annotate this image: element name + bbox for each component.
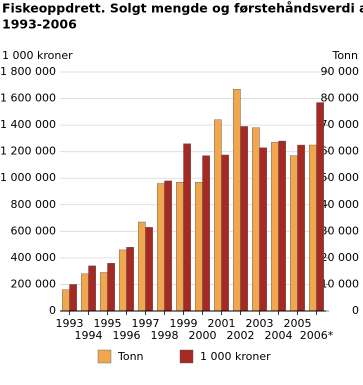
bar bbox=[195, 182, 203, 312]
bar bbox=[62, 289, 70, 312]
bar bbox=[214, 119, 222, 312]
bar bbox=[81, 273, 89, 312]
y-tick-label: 1 000 000 bbox=[0, 171, 56, 184]
bar bbox=[252, 127, 260, 312]
y2-axis-title: Tonn bbox=[331, 49, 358, 62]
bar bbox=[271, 142, 279, 312]
y-tick-label: 1 200 000 bbox=[0, 145, 56, 158]
bar bbox=[164, 180, 172, 312]
bar bbox=[259, 147, 267, 312]
y2-tick-label: 60 000 bbox=[321, 145, 360, 158]
bar bbox=[316, 102, 324, 312]
y2-tick-label: 20 000 bbox=[321, 251, 360, 264]
bar bbox=[183, 143, 191, 312]
x-tick-label: 2003 bbox=[246, 317, 274, 330]
bar bbox=[119, 249, 127, 312]
x-tick-label: 2006* bbox=[300, 329, 334, 342]
y2-tick-label: 90 000 bbox=[321, 65, 360, 78]
bar bbox=[126, 247, 134, 312]
y-tick-label: 200 000 bbox=[11, 277, 57, 290]
bar bbox=[233, 89, 241, 312]
x-tick-label: 1996 bbox=[113, 329, 141, 342]
x-tick-label: 1999 bbox=[170, 317, 198, 330]
y2-tick-label: 0 bbox=[352, 304, 359, 317]
x-tick-label: 1997 bbox=[132, 317, 160, 330]
bar bbox=[107, 263, 115, 312]
x-tick-label: 1998 bbox=[151, 329, 179, 342]
x-tick-label: 1994 bbox=[75, 329, 103, 342]
chart-subtitle: 1993-2006 bbox=[2, 17, 77, 32]
y-tick-label: 1 400 000 bbox=[0, 118, 56, 131]
x-tick-label: 2004 bbox=[265, 329, 293, 342]
bar bbox=[157, 183, 165, 312]
bar bbox=[278, 140, 286, 312]
legend-swatch bbox=[97, 349, 112, 364]
y2-tick-label: 40 000 bbox=[321, 198, 360, 211]
y-tick-label: 1 600 000 bbox=[0, 92, 56, 105]
y-tick-label: 1 800 000 bbox=[0, 65, 56, 78]
chart-title: Fiskeoppdrett. Solgt mengde og førstehån… bbox=[2, 1, 363, 16]
y-tick-label: 0 bbox=[49, 304, 56, 317]
bar bbox=[138, 221, 146, 312]
y2-tick-label: 50 000 bbox=[321, 171, 360, 184]
legend-label: Tonn bbox=[117, 350, 144, 363]
x-tick-label: 2002 bbox=[227, 329, 255, 342]
legend-swatch bbox=[179, 349, 194, 364]
bar bbox=[202, 155, 210, 312]
x-tick-label: 2001 bbox=[208, 317, 236, 330]
legend-label: 1 000 kroner bbox=[200, 350, 271, 363]
bar bbox=[297, 144, 305, 312]
bar bbox=[145, 227, 153, 312]
y2-tick-label: 30 000 bbox=[321, 224, 360, 237]
y2-tick-label: 80 000 bbox=[321, 92, 360, 105]
y-tick-label: 400 000 bbox=[11, 251, 57, 264]
bar bbox=[88, 265, 96, 312]
y2-tick-label: 70 000 bbox=[321, 118, 360, 131]
bar bbox=[176, 182, 184, 312]
x-tick-label: 1995 bbox=[94, 317, 122, 330]
x-tick-label: 2005 bbox=[284, 317, 312, 330]
y-axis-title: 1 000 kroner bbox=[2, 49, 73, 62]
bar bbox=[290, 155, 298, 312]
x-tick-label: 2000 bbox=[189, 329, 217, 342]
y2-tick-label: 10 000 bbox=[321, 277, 360, 290]
bar bbox=[309, 144, 317, 312]
bar bbox=[100, 272, 108, 312]
y-tick-label: 800 000 bbox=[11, 198, 57, 211]
bar bbox=[69, 284, 77, 312]
y-tick-label: 600 000 bbox=[11, 224, 57, 237]
bar bbox=[221, 154, 229, 312]
bar bbox=[240, 126, 248, 312]
x-tick-label: 1993 bbox=[56, 317, 84, 330]
